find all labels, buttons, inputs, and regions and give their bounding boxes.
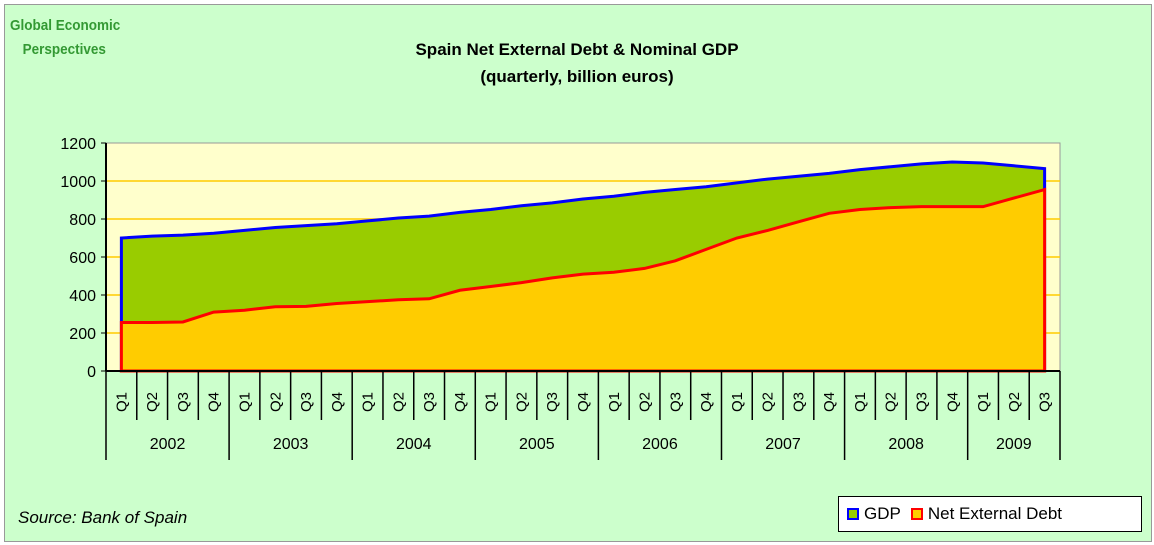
legend-swatch-gdp [847, 508, 859, 520]
legend-label-debt: Net External Debt [927, 504, 1063, 523]
chart-title: Spain Net External Debt & Nominal GDP [415, 40, 739, 59]
y-tick-label: 1200 [60, 136, 96, 153]
x-tick-label: Q1 [113, 392, 130, 412]
x-tick-label: Q4 [821, 392, 838, 412]
legend-swatch-debt [910, 508, 923, 520]
x-tick-label: Q3 [298, 392, 315, 412]
x-tick-label: Q4 [452, 392, 469, 412]
x-tick-label: Q1 [975, 392, 992, 412]
y-tick-label: 200 [69, 326, 96, 343]
x-tick-label: Q4 [698, 392, 715, 412]
y-tick-label: 400 [69, 288, 96, 305]
debt-area [119, 187, 1047, 373]
source-note: Source: Bank of Spain [18, 508, 188, 527]
y-tick-label: 800 [69, 212, 96, 229]
x-tick-label: Q4 [944, 392, 961, 412]
year-label: 2004 [396, 436, 432, 453]
x-tick-label: Q1 [483, 392, 500, 412]
x-tick-label: Q2 [267, 392, 284, 412]
x-tick-label: Q3 [421, 392, 438, 412]
x-tick-label: Q1 [729, 392, 746, 412]
x-tick-label: Q2 [637, 392, 654, 412]
x-tick-label: Q4 [329, 392, 346, 412]
x-tick-label: Q2 [760, 392, 777, 412]
x-tick-label: Q3 [914, 392, 931, 412]
x-tick-label: Q1 [236, 392, 253, 412]
year-label: 2006 [642, 436, 678, 453]
chart-subtitle: (quarterly, billion euros) [480, 67, 674, 86]
x-tick-label: Q1 [606, 392, 623, 412]
x-tick-label: Q3 [667, 392, 684, 412]
y-tick-label: 600 [69, 250, 96, 267]
year-label: 2002 [150, 436, 186, 453]
x-tick-label: Q1 [852, 392, 869, 412]
x-tick-label: Q1 [360, 392, 377, 412]
year-label: 2007 [765, 436, 801, 453]
x-tick-label: Q3 [175, 392, 192, 412]
x-tick-label: Q2 [1006, 392, 1023, 412]
year-label: 2009 [996, 436, 1032, 453]
legend: GDP Net External Debt [838, 496, 1142, 532]
x-tick-label: Q2 [144, 392, 161, 412]
y-tick-label: 1000 [60, 174, 96, 191]
x-tick-label: Q4 [575, 392, 592, 412]
logo-line1: Global Economic [10, 17, 121, 34]
x-tick-label: Q2 [390, 392, 407, 412]
x-tick-label: Q2 [513, 392, 530, 412]
chart-title-block: Spain Net External Debt & Nominal GDP (q… [0, 36, 1154, 90]
logo: Global Economic Perspectives [10, 14, 120, 62]
x-tick-label: Q2 [883, 392, 900, 412]
legend-label-gdp: GDP [864, 504, 901, 523]
y-tick-label: 0 [87, 364, 96, 381]
logo-line2: Perspectives [22, 41, 106, 58]
year-label: 2005 [519, 436, 555, 453]
x-tick-label: Q3 [544, 392, 561, 412]
year-label: 2008 [888, 436, 924, 453]
year-label: 2003 [273, 436, 309, 453]
x-tick-label: Q3 [1037, 392, 1054, 412]
x-tick-label: Q4 [206, 392, 223, 412]
x-tick-label: Q3 [790, 392, 807, 412]
